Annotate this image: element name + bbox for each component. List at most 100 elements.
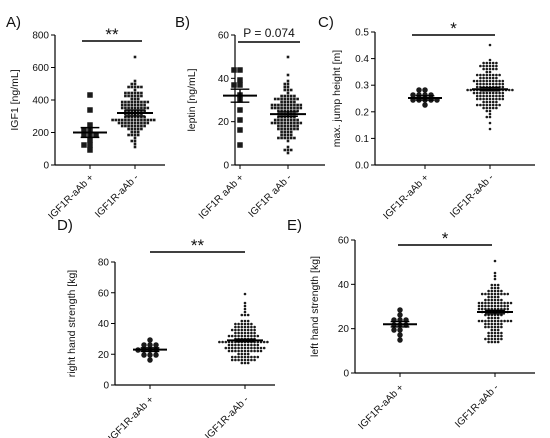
data-point <box>491 64 495 68</box>
data-point <box>147 342 153 348</box>
y-tick-label: 0 <box>343 369 349 380</box>
data-point <box>262 340 266 344</box>
data-point <box>475 91 479 95</box>
data-point <box>500 319 503 323</box>
data-point <box>240 346 244 350</box>
data-point <box>234 346 237 350</box>
data-point <box>283 115 287 119</box>
data-point <box>482 73 485 77</box>
data-point <box>133 121 137 125</box>
data-point <box>482 82 485 86</box>
data-point <box>491 91 495 95</box>
data-point <box>234 349 237 353</box>
data-point <box>487 331 490 335</box>
data-point <box>136 109 140 113</box>
x-category-label: IGF1R-aAb + <box>381 172 431 222</box>
data-point <box>81 127 87 133</box>
data-point <box>496 283 500 287</box>
data-point <box>141 342 147 348</box>
data-point <box>130 115 134 119</box>
data-point <box>397 312 403 318</box>
data-point <box>136 91 140 95</box>
data-point <box>136 94 140 98</box>
data-point <box>133 88 137 92</box>
data-point <box>136 100 140 104</box>
data-point <box>496 340 500 344</box>
data-point <box>130 139 134 143</box>
data-point <box>93 132 99 138</box>
data-point <box>256 355 260 359</box>
data-point <box>286 82 290 86</box>
data-point <box>491 79 495 83</box>
panel-d: D) 0 20 40 60 80 right hand strength [kg] IGF1R… <box>57 217 275 438</box>
data-point <box>491 100 495 104</box>
data-point <box>491 106 495 110</box>
data-point <box>475 97 479 101</box>
data-point <box>273 121 277 125</box>
data-point <box>243 313 247 317</box>
data-point <box>237 355 240 359</box>
data-point <box>293 97 296 101</box>
data-point <box>289 121 293 125</box>
data-point <box>130 94 134 98</box>
data-point <box>117 121 121 125</box>
data-point <box>296 103 299 107</box>
data-point <box>140 103 143 107</box>
data-point <box>286 88 290 92</box>
data-point <box>496 304 500 308</box>
data-point <box>491 97 495 101</box>
data-point <box>289 118 293 122</box>
data-point <box>283 82 287 86</box>
data-point <box>487 298 490 302</box>
y-axis-label: IGF1 [ng/mL] <box>9 69 21 130</box>
data-point <box>493 340 497 344</box>
data-point <box>496 331 500 335</box>
data-point <box>496 289 500 293</box>
data-point <box>237 117 243 123</box>
data-point <box>490 328 494 332</box>
data-point <box>246 328 250 332</box>
data-point <box>237 343 240 347</box>
data-point <box>495 103 498 107</box>
data-point <box>488 43 492 47</box>
data-point <box>289 97 293 101</box>
data-point <box>146 106 150 110</box>
data-point <box>256 334 260 338</box>
data-point <box>286 97 290 101</box>
data-point <box>243 292 247 296</box>
data-point <box>498 79 501 83</box>
data-point <box>140 124 143 128</box>
y-tick-label: 0 <box>103 381 109 392</box>
data-point <box>234 331 237 335</box>
data-point <box>296 97 299 101</box>
y-tick-label: 0.3 <box>355 81 369 92</box>
data-point <box>477 319 481 323</box>
data-point <box>490 319 494 323</box>
data-point <box>246 331 250 335</box>
data-point <box>296 121 299 125</box>
data-point <box>224 340 228 344</box>
data-point <box>149 118 153 122</box>
data-point <box>484 292 487 296</box>
data-point <box>498 91 501 95</box>
data-point <box>133 139 137 143</box>
data-point <box>490 322 494 326</box>
data-point <box>480 292 484 296</box>
y-tick-label: 0.1 <box>355 134 369 145</box>
data-point <box>493 328 497 332</box>
data-point <box>495 91 498 95</box>
data-point <box>484 298 487 302</box>
data-point <box>286 94 290 98</box>
data-point <box>237 77 243 83</box>
data-point <box>253 349 256 353</box>
data-point <box>480 319 484 323</box>
data-point <box>240 352 244 356</box>
data-point <box>227 346 231 350</box>
data-point <box>234 355 237 359</box>
data-point <box>511 88 514 92</box>
x-category-label: IGF1R aAb - <box>247 172 294 219</box>
data-point <box>259 346 263 350</box>
data-point <box>136 133 140 137</box>
data-point <box>283 127 287 131</box>
data-point <box>130 82 134 86</box>
